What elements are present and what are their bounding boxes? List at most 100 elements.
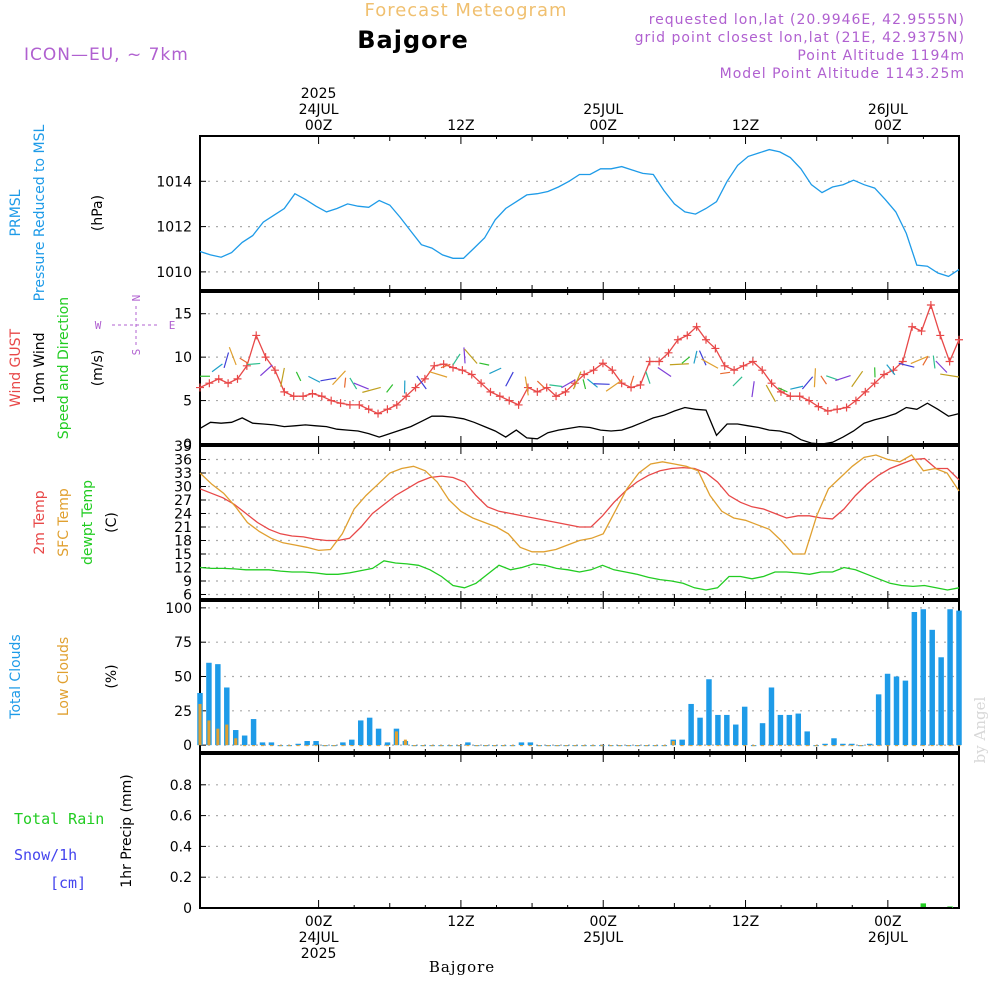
gust-point [308,389,317,398]
time-label-top: 12Z [447,118,474,134]
gust-point [345,400,354,409]
ylabel: dewpt Temp [80,480,96,565]
wind-arrow [605,379,623,392]
bar-total-clouds [697,717,703,746]
wind-arrow [765,384,776,402]
gust-point [420,374,429,383]
bar-low-clouds [734,745,738,747]
bar-total-clouds [840,743,846,746]
wind-arrow [362,386,381,393]
ylabel: (m/s) [90,350,106,387]
wind-arrow [701,358,719,369]
ylabel: Wind GUST [8,328,24,407]
bar-total-clouds [295,743,301,746]
bar-low-clouds [671,741,675,746]
ytick-label: 15 [174,547,192,563]
location-title: Bajgore [357,26,469,54]
bar-total-clouds [902,680,909,746]
bar-low-clouds [555,745,559,747]
panel-frame [199,135,960,291]
bar-low-clouds [314,745,318,747]
time-label-top: 00Z [305,118,332,134]
ytick-label: 27 [174,493,192,509]
bar-low-clouds [475,745,479,747]
ytick-label: 0.2 [170,870,192,886]
footer-location: Bajgore [429,958,495,976]
compass-e: E [169,319,176,332]
bar-low-clouds [859,745,863,747]
ytick-label: 25 [174,704,192,720]
bar-total-clouds [313,741,319,746]
bar-low-clouds [814,745,818,747]
wind-arrow [826,375,839,381]
time-label-bottom: 25JUL [583,930,623,946]
ylabel: Pressure Reduced to MSL [32,124,48,301]
bar-low-clouds [868,745,872,747]
bar-low-clouds [841,745,845,747]
bar-low-clouds [234,738,238,746]
bar-total-clouds [357,720,364,746]
wind-arrow [440,363,451,369]
bar-total-clouds [947,609,953,746]
wind-arrow [489,367,502,375]
bar-low-clouds [743,745,747,747]
ytick-label: 0 [183,901,192,917]
panel-clouds: 0 25 50 75 100 Total Clouds Low Clouds (%) [8,600,962,754]
wind-arrow [386,384,394,393]
bar-total-clouds [831,738,837,746]
bar-low-clouds [894,745,898,747]
bar-total-clouds [259,742,266,746]
gust-point [655,357,664,366]
bar-total-clouds [268,742,275,746]
bar-low-clouds [903,745,907,747]
bar-low-clouds [662,745,666,747]
bar-low-clouds [511,745,515,747]
wind-arrow [308,375,321,383]
top-time-axis: 202524JUL00Z12Z25JUL00Z12Z26JUL00Z12Z [299,86,908,134]
wind-arrow [801,376,814,390]
bar-total-clouds [679,739,685,746]
wind-arrow [524,376,529,396]
wind-arrow [343,377,347,388]
ytick-label: 6 [183,588,192,604]
wind-arrow [932,355,936,369]
gust-point [711,344,720,353]
bar-low-clouds [796,745,800,747]
time-label-bottom: 00Z [874,914,901,930]
bar-total-clouds [206,662,212,746]
bar-low-clouds [680,745,684,747]
time-label-top: 12Z [732,118,759,134]
bar-low-clouds [341,745,345,747]
series-line-dewpt-temp [199,560,960,591]
wind-arrow [940,373,960,378]
bar-low-clouds [707,745,711,747]
gust-point [823,406,832,415]
bar-total-clouds [875,694,882,746]
gust-point [336,399,345,408]
compass-cross [112,306,160,346]
wind-arrow [778,387,788,393]
ytick-label: 0 [183,738,192,754]
panel-pressure: 1010 1012 1014 PRMSL Pressure Reduced to MSL… [8,124,960,301]
panel-wind: 0 5 10 15 Wind GUST 10m Wind Speed and Directi… [8,291,963,453]
panel-precip: 0 0.2 0.4 0.6 0.8 1hr Precip (mm) Total Rain Sn… [14,753,960,917]
bar-total-clouds [250,719,257,746]
series-line-sfc-temp [199,454,960,555]
wind-arrow [693,350,698,364]
gust-point [327,396,336,405]
wind-arrow [259,364,273,377]
ytick-label: 15 [174,307,192,323]
ytick-label: 12 [174,561,192,577]
ylabel: Low Clouds [56,637,72,716]
gust-point [374,409,383,418]
bar-total-clouds [224,687,230,746]
ytick-label: 1012 [156,220,192,236]
bar-total-clouds [715,714,721,746]
gust-point [720,361,729,370]
gust-point [917,327,926,336]
legend-total-rain: Total Rain [14,810,104,828]
gust-point [214,374,223,383]
bar-low-clouds [421,745,425,747]
wind-arrow [536,380,545,389]
gust-point [861,387,870,396]
